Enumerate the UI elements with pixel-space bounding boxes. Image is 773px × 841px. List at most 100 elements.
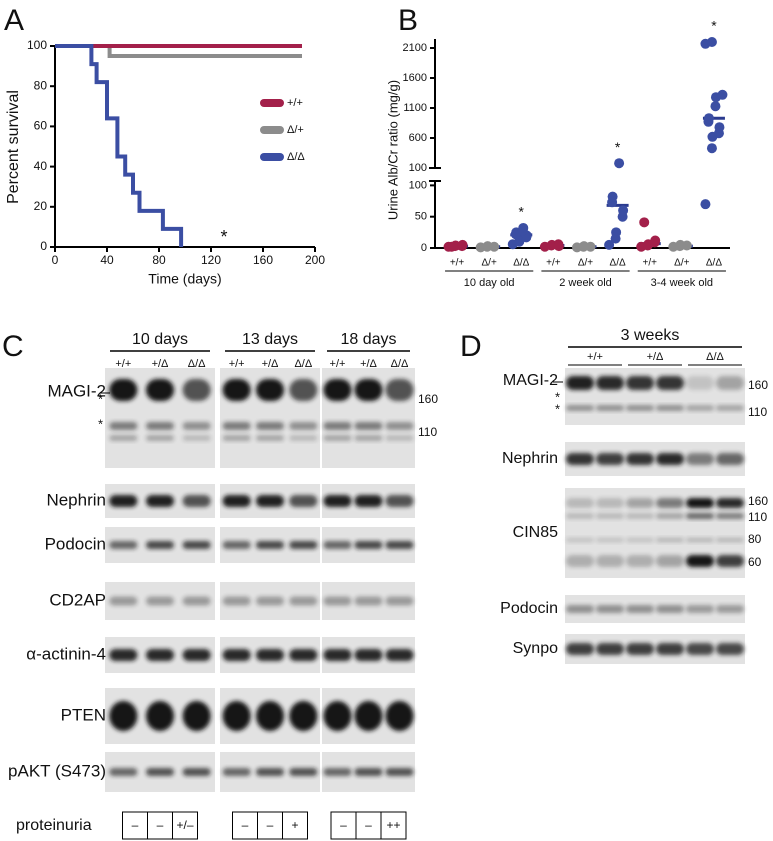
mw-marker: 110 [748,510,767,524]
blot-band [323,422,352,430]
proteinuria-label: proteinuria [16,817,92,834]
blot-band [686,643,714,655]
genotype: Δ/Δ [706,351,724,363]
blot-band [566,513,594,519]
blot-band [354,768,383,776]
blot-band [385,701,414,731]
blot-band [222,649,251,661]
x-tick-label: Δ/Δ [513,258,529,269]
blot-band [626,643,654,655]
data-point [614,158,625,169]
asterisk: * [555,401,560,416]
proteinuria-value: – [132,818,139,832]
blot-band [354,495,383,507]
y-axis-label: Percent survival [5,90,22,204]
blot-band [656,537,684,543]
blot-band [354,701,383,731]
group-label: 2 week old [559,277,612,289]
group-label: 3-4 week old [651,277,713,289]
blot-band [182,701,211,731]
blot-band [256,768,284,776]
y-tick-label: 600 [409,132,427,144]
proteinuria-value: +/– [176,818,193,832]
data-point [706,37,717,47]
blot-band [109,768,138,776]
blot-band [182,541,211,549]
data-point [489,241,500,252]
mw-marker: 160 [748,494,768,508]
legend-label: Δ/Δ [287,151,305,163]
asterisk: * [98,416,103,431]
proteinuria-value: – [157,818,164,832]
x-tick-label: Δ/Δ [706,258,722,269]
blot-band [182,495,211,507]
data-point [717,89,728,100]
y-axis-label: Urine Alb/Cr ratio (mg/g) [385,80,400,220]
blot-band [686,537,714,543]
blot-band [146,596,174,606]
blot-band [656,513,684,519]
y-tick-label: 20 [34,199,48,213]
data-point [703,113,714,124]
blot-band [109,596,138,606]
data-point [446,241,457,252]
data-point [553,241,564,252]
blot-band [716,498,744,508]
blot-band [626,555,654,567]
y-tick-label: 40 [34,159,48,173]
blot-band [354,422,383,430]
x-tick-label: 160 [253,253,273,267]
blot-band [716,555,744,567]
blot-band [323,495,352,507]
blot-band [256,495,284,507]
blot-band [222,596,251,606]
genotype: +/+ [115,358,131,370]
blot-band [256,379,284,401]
blot-band [656,453,684,465]
blot-band [289,649,318,661]
blot-band [596,643,624,655]
blot-band [182,379,211,401]
blot-band [716,605,744,613]
blot-band [596,498,624,508]
protein-label: Podocin [500,600,558,617]
blot-band [222,379,251,401]
data-point [618,205,629,216]
blot-band [596,453,624,465]
blot-band [109,541,138,549]
legend-label: Δ/+ [287,124,304,136]
timepoint: 3 weeks [621,327,680,344]
blot-band [385,379,414,401]
blot-band [289,701,318,731]
blot-band [146,701,174,731]
asterisk: * [555,389,560,404]
blot-band [686,498,714,508]
blot-band [182,768,211,776]
blot-band [686,405,714,411]
blot-band [256,422,284,430]
data-point [710,101,721,112]
data-point [650,235,661,246]
blot-band [716,405,744,411]
blot-band [686,555,714,567]
blot-band [686,453,714,465]
blot-band [146,768,174,776]
blot-band [289,768,318,776]
y-tick-label: 100 [409,162,427,174]
blot-band [109,379,138,401]
blot-band [626,453,654,465]
protein-label: MAGI-2 [47,381,106,400]
mw-marker: 160 [418,392,438,406]
significance: * [711,18,717,34]
blot-band [146,435,174,441]
blot-band [596,376,624,390]
panel-label: C [2,330,24,363]
genotype: +/Δ [647,351,664,363]
data-point [681,240,692,251]
mw-marker: 110 [418,425,437,439]
blot-band [256,435,284,441]
proteinuria-value: ++ [386,818,400,832]
blot-band [182,422,211,430]
blot-band [626,537,654,543]
